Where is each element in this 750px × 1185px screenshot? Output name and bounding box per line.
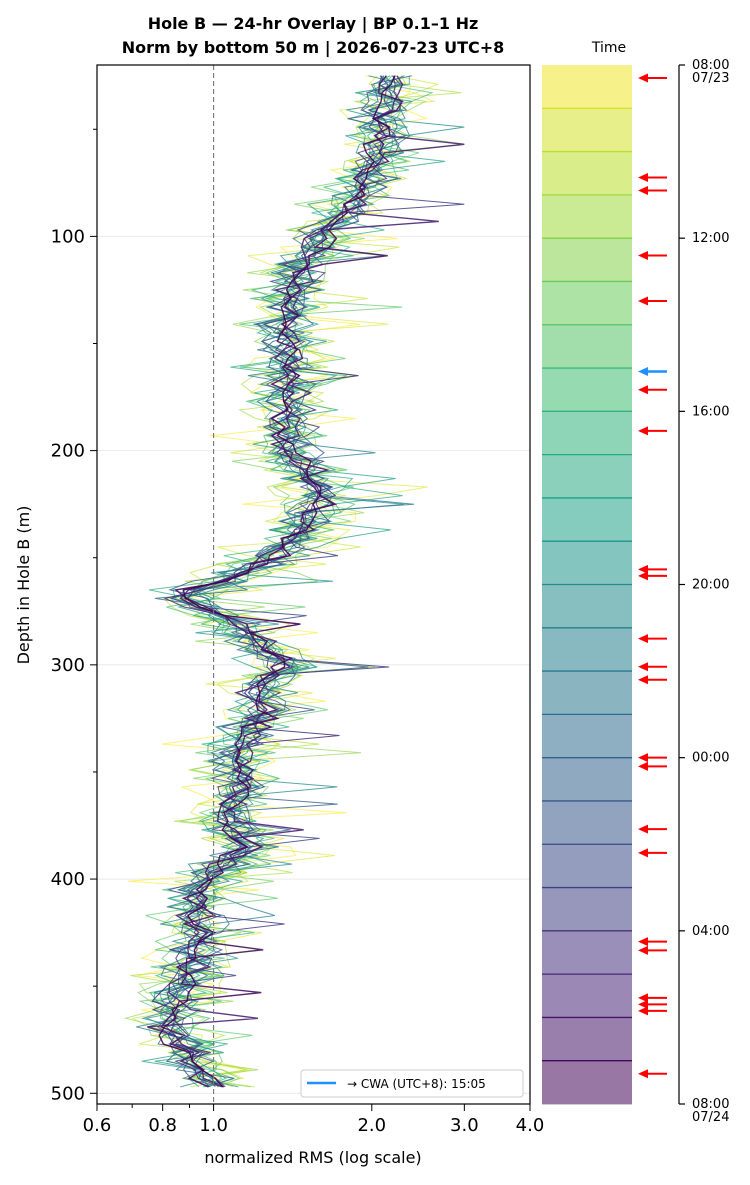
y-tick-label: 500 [51, 1083, 85, 1104]
colorbar-bin [542, 65, 632, 109]
colorbar-bin [542, 800, 632, 845]
event-arrow [638, 999, 667, 1009]
event-arrow [638, 571, 667, 581]
legend-box [300, 1069, 524, 1098]
event-arrow [638, 564, 667, 574]
plot-frame [96, 64, 531, 1105]
event-arrow [638, 662, 667, 672]
event-arrow [638, 675, 667, 685]
legend-entry-cwa: → CWA (UTC+8): 15:05 [347, 1077, 486, 1091]
time-tick-label: 12:00 [692, 231, 729, 246]
event-arrow [638, 296, 667, 306]
grid-layer [97, 235, 530, 1094]
chart-title-line1: Hole B — 24-hr Overlay | BP 0.1–1 Hz [148, 14, 479, 34]
colorbar-bin [542, 194, 632, 239]
x-tick-label: 3.0 [450, 1115, 479, 1136]
y-axis-label: Depth in Hole B (m) [14, 506, 33, 665]
y-tick-label: 300 [51, 655, 85, 676]
event-arrows [638, 73, 667, 1079]
time-tick-label: 08:00 [692, 58, 729, 73]
colorbar-bin [542, 454, 632, 499]
event-arrow [638, 993, 667, 1003]
series-line [157, 75, 400, 1088]
event-arrow [638, 937, 667, 947]
legend: → CWA (UTC+8): 15:05 [300, 1069, 524, 1098]
event-arrow [638, 753, 667, 763]
colorbar-bin [542, 887, 632, 932]
time-tick-label: 08:00 [692, 1097, 729, 1112]
x-tick-label: 0.6 [83, 1115, 112, 1136]
colorbar-bin [542, 411, 632, 456]
y-tick-label: 100 [51, 226, 85, 247]
event-arrow [638, 945, 667, 955]
colorbar [542, 65, 632, 1105]
event-arrow [638, 250, 667, 260]
event-arrow [638, 848, 667, 858]
colorbar-bin [542, 1060, 632, 1105]
series-line [150, 75, 434, 1088]
colorbar-bin [542, 930, 632, 975]
colorbar-bin [542, 281, 632, 326]
event-arrow [638, 173, 667, 183]
time-tick-label: 20:00 [692, 578, 729, 593]
y-tick-label: 200 [51, 441, 85, 462]
x-tick-label: 4.0 [516, 1115, 545, 1136]
x-axis: 0.6 0.8 1.0 2.0 3.0 4.0 [83, 1104, 545, 1136]
colorbar-bin [542, 757, 632, 802]
event-arrow [638, 824, 667, 834]
time-tick-date: 07/23 [692, 71, 729, 86]
x-tick-label: 0.8 [148, 1115, 177, 1136]
colorbar-bin [542, 974, 632, 1018]
x-tick-label: 1.0 [199, 1115, 228, 1136]
time-tick-label: 16:00 [692, 404, 729, 419]
series-line [158, 75, 396, 1088]
time-tick-label: 00:00 [692, 751, 729, 766]
colorbar-bin [542, 108, 632, 152]
colorbar-bin [542, 238, 632, 282]
colorbar-bin [542, 324, 632, 369]
series-line [147, 75, 465, 1088]
series-line [123, 75, 465, 1088]
x-tick-label: 2.0 [357, 1115, 386, 1136]
event-arrow [638, 1006, 667, 1016]
y-tick-label: 400 [51, 869, 85, 890]
x-axis-label: normalized RMS (log scale) [204, 1148, 421, 1167]
colorbar-bin [542, 627, 632, 672]
event-arrow [638, 1069, 667, 1079]
colorbar-bin [542, 151, 632, 196]
colorbar-label: Time [591, 40, 626, 56]
time-tick-label: 04:00 [692, 924, 729, 939]
cwa-arrow [638, 367, 667, 377]
series-layer [123, 75, 465, 1088]
colorbar-bin [542, 671, 632, 715]
y-axis: 100 200 300 400 500 [51, 128, 97, 1104]
event-arrow [638, 73, 667, 83]
colorbar-bin [542, 584, 632, 629]
colorbar-bin [542, 714, 632, 759]
event-arrow [638, 634, 667, 644]
chart-title-line2: Norm by bottom 50 m | 2026-07-23 UTC+8 [122, 38, 505, 58]
event-arrow [638, 761, 667, 771]
colorbar-bin [542, 368, 632, 412]
time-tick-date: 07/24 [692, 1110, 729, 1125]
event-arrow [638, 385, 667, 395]
colorbar-bin [542, 1017, 632, 1062]
event-arrow [638, 426, 667, 436]
colorbar-bin [542, 497, 632, 542]
time-axis: 08:0007/2312:0016:0020:0000:0004:0008:00… [678, 58, 729, 1125]
colorbar-bin [542, 541, 632, 585]
event-arrow [638, 186, 667, 196]
series-line [160, 75, 404, 1088]
colorbar-bin [542, 844, 632, 888]
